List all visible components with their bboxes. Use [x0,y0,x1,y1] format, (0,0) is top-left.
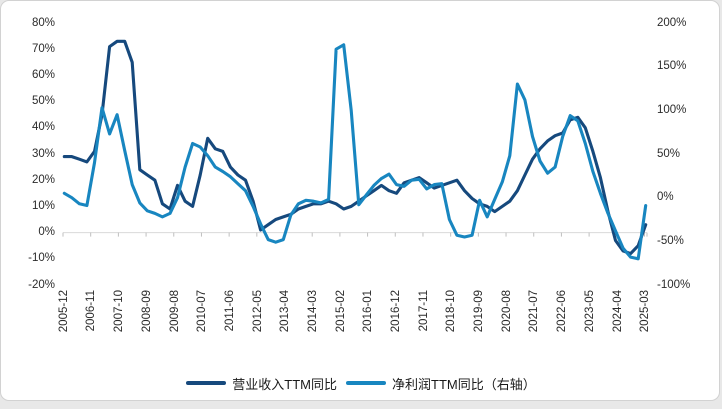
x-axis-label: 2023-05 [583,290,596,333]
legend-item-revenue: 营业收入TTM同比 [186,374,337,393]
revenue-ttm-line [62,39,648,256]
legend-item-net-profit: 净利润TTM同比（右轴） [346,374,536,393]
x-axis-label: 2024-04 [611,290,624,333]
right-axis-label: 50% [657,147,681,160]
x-axis-label: 2022-06 [556,290,569,333]
right-axis-label: 150% [657,60,687,73]
x-axis-label: 2010-07 [196,290,209,333]
left-axis-label: 50% [31,95,55,108]
right-axis-label: 0% [657,191,674,204]
net-profit-line-swatch [346,381,386,385]
x-axis-label: 2021-07 [528,290,541,333]
left-axis-label: 10% [31,199,55,212]
left-axis-label: 20% [31,173,55,186]
x-axis-label: 2006-11 [85,290,98,332]
left-axis-label: 40% [31,121,55,134]
left-axis-label: 80% [31,16,55,29]
x-axis-label: 2016-12 [390,290,403,333]
right-axis-label: 100% [657,103,687,116]
x-axis-label: 2017-11 [417,290,430,332]
right-axis-label: -100% [657,278,691,291]
x-axis-label: 2020-08 [500,290,513,333]
x-axis-label: 2009-08 [168,290,181,333]
x-axis-label: 2014-03 [306,290,319,333]
left-axis-label: -10% [28,252,55,265]
legend: 营业收入TTM同比 净利润TTM同比（右轴） [0,372,722,394]
legend-label-revenue: 营业收入TTM同比 [232,376,337,392]
left-axis-label: -20% [28,278,55,291]
legend-label-net-profit: 净利润TTM同比（右轴） [392,376,536,392]
left-axis-label: 70% [31,42,55,55]
x-axis-label: 2015-02 [334,290,347,333]
right-axis-label: 200% [657,16,687,29]
x-axis-label: 2005-12 [57,290,70,333]
x-axis-label: 2011-06 [223,290,236,332]
right-axis-label: -50% [657,234,684,247]
x-axis-label: 2012-05 [251,290,264,333]
left-axis-label: 30% [31,147,55,160]
net-profit-ttm-line [62,43,648,261]
x-axis-label: 2013-04 [279,290,292,333]
x-axis-label: 2007-10 [113,290,126,333]
x-axis-label: 2008-09 [140,290,153,333]
x-axis-label: 2019-09 [473,290,486,333]
x-axis-label: 2025-03 [639,290,652,333]
x-axis-label: 2016-01 [362,290,375,333]
left-axis-label: 0% [38,226,55,239]
revenue-line-swatch [186,381,227,385]
left-axis-label: 60% [31,68,55,81]
x-axis-label: 2018-10 [445,290,458,333]
